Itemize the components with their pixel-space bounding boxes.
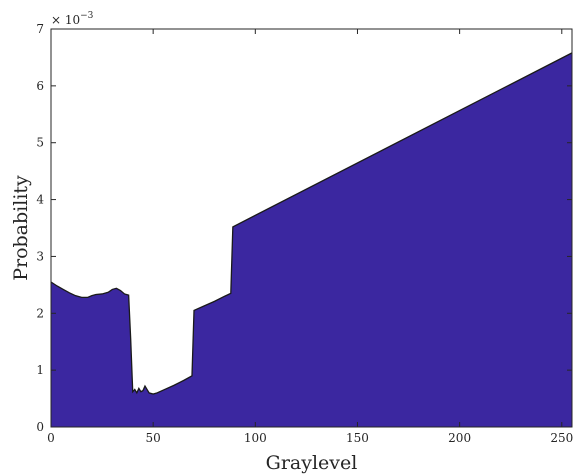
x-tick-label: 100 [244,431,267,445]
x-tick-label: 200 [448,431,471,445]
x-tick-label: 250 [550,431,573,445]
plot-area [50,52,573,427]
axes-frame [50,28,573,428]
y-tick-label: 6 [36,79,44,93]
area-fill [51,52,572,427]
y-tick-label: 7 [36,22,44,36]
y-exponent-label: × 10−3 [51,11,94,27]
y-tick-label: 2 [36,306,44,320]
y-exponent-power: −3 [80,11,94,21]
y-axis-title: Probability [10,175,32,281]
y-exponent-base: × 10 [51,13,80,27]
x-tick-label: 150 [346,431,369,445]
y-tick-label: 3 [36,249,44,263]
x-tick-label: 0 [47,431,55,445]
y-tick-label: 0 [36,420,44,434]
y-tick-label: 5 [36,136,44,150]
series-line [50,52,573,395]
y-tick-label: 4 [36,193,44,207]
tick-labels: 0 50 100 150 200 250 0 1 2 3 4 5 6 7 [36,22,573,445]
y-tick-label: 1 [36,363,44,377]
x-tick-label: 50 [146,431,161,445]
x-axis-title: Graylevel [266,452,358,474]
